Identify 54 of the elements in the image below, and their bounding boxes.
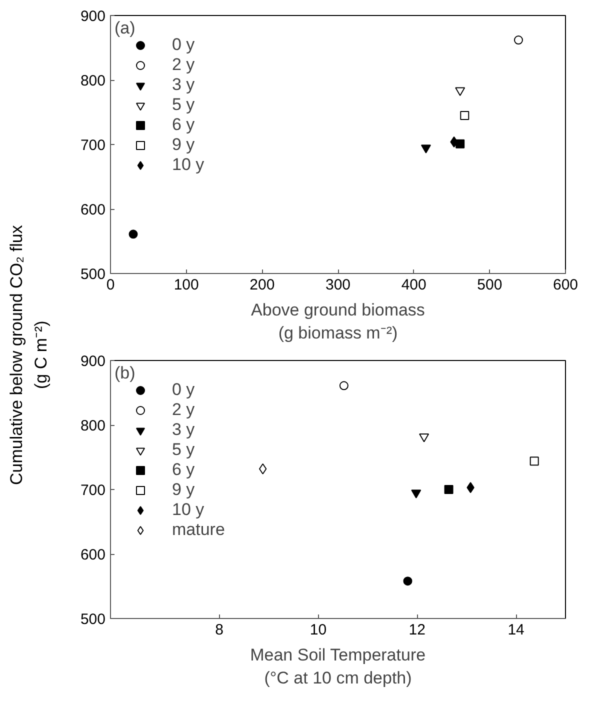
x-tick-label: 500	[477, 276, 502, 294]
y-axis-title: Cumulative below ground CO₂ flux (g C m⁻²)	[6, 225, 52, 485]
y-tick-label: 600	[80, 202, 106, 218]
y-tick-label: 700	[80, 482, 106, 499]
x-tick-label: 10	[310, 622, 327, 638]
annotation: (a)	[114, 18, 136, 38]
x-tick-label: 600	[552, 276, 578, 294]
point	[530, 456, 539, 466]
x-tick-label: 14	[508, 622, 524, 638]
point	[455, 87, 466, 96]
point	[411, 490, 422, 498]
y-tick-label: 500	[80, 266, 106, 283]
x-axis-title: Mean Soil Temperature (°C at 10 cm depth)	[250, 646, 426, 688]
x-tick-label: 12	[408, 622, 426, 638]
legend-label: 10 y	[172, 500, 204, 520]
x-tick-label: 200	[250, 276, 275, 294]
x-tick-label: 0	[106, 276, 115, 294]
y-tick-label: 900	[80, 353, 106, 370]
legend-label: mature	[172, 520, 225, 540]
point	[258, 463, 267, 474]
y-tick-label: 800	[80, 72, 106, 90]
point	[514, 36, 523, 44]
annotation: (b)	[114, 364, 136, 382]
legend-label: 10 y	[172, 155, 204, 175]
legend-label: 6 y	[172, 460, 195, 480]
point	[128, 230, 138, 239]
legend-label: 6 y	[172, 115, 195, 135]
point	[339, 381, 348, 390]
x-axis-title: Above ground biomass (g biomass m⁻²)	[251, 300, 425, 342]
point	[456, 139, 465, 148]
x-tick-label: 400	[401, 276, 426, 294]
y-tick-label: 500	[80, 611, 106, 628]
point	[444, 485, 454, 494]
y-tick-label: 600	[80, 546, 106, 564]
y-tick-label: 900	[80, 8, 106, 25]
x-tick-label: 8	[215, 622, 224, 638]
point	[419, 434, 430, 442]
x-tick-label: 300	[325, 276, 351, 294]
y-tick-label: 800	[80, 418, 106, 434]
y-tick-label: 700	[80, 137, 106, 154]
point	[460, 110, 470, 120]
legend-label: 3 y	[172, 75, 195, 95]
legend-label: 9 y	[172, 480, 195, 500]
legend-label: 3 y	[172, 420, 195, 440]
legend-label: 5 y	[172, 95, 195, 115]
point	[403, 576, 412, 586]
legend-label: 5 y	[172, 440, 195, 460]
legend-label: 0 y	[172, 35, 195, 55]
x-tick-label: 100	[174, 276, 199, 294]
legend-label: 2 y	[172, 55, 195, 75]
legend-label: 2 y	[172, 400, 195, 420]
legend-label: 0 y	[172, 380, 195, 400]
point	[420, 144, 431, 154]
legend-label: 9 y	[172, 135, 195, 155]
